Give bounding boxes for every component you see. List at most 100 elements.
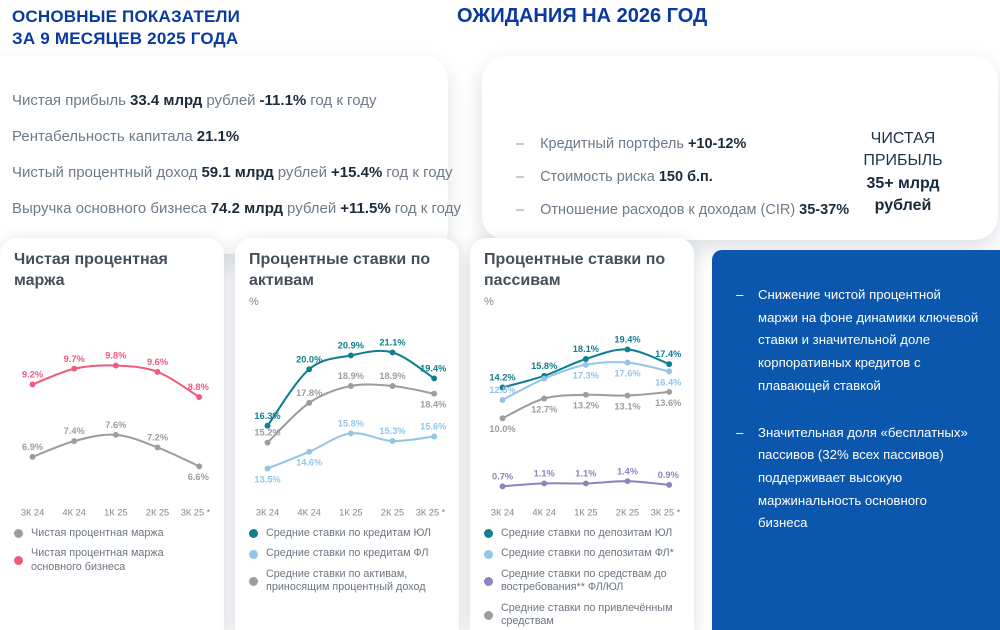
metric-tail: год к году xyxy=(386,164,453,181)
value-label: 9.8% xyxy=(105,351,126,361)
expectation-value: +10-12% xyxy=(687,136,747,152)
value-label: 1.4% xyxy=(617,466,638,476)
x-tick-label: 3К 25 * xyxy=(651,508,681,518)
expectation-label: Кредитный портфель xyxy=(540,136,684,152)
data-point xyxy=(582,391,589,398)
data-point xyxy=(347,352,354,359)
data-point xyxy=(499,483,506,490)
data-point xyxy=(306,448,313,455)
insight-text: Снижение чистой процентной маржи на фоне… xyxy=(758,287,979,393)
legend-label: Средние ставки по средствам до востребов… xyxy=(501,567,667,594)
legend-label: Средние ставки по кредитам ЮЛ xyxy=(266,526,432,539)
data-point xyxy=(431,390,438,397)
x-tick-label: 1К 25 xyxy=(339,508,362,518)
metric-delta: -11.1% xyxy=(259,92,307,109)
x-tick-label: 4К 24 xyxy=(62,508,85,518)
metric-label: Чистая прибыль xyxy=(12,92,126,109)
chart-svg: 16.3% 20.0% 20.9% 21.1% 19.4% 13.5% 14.6% 15.8%… xyxy=(254,337,446,518)
x-tick-label: 3К 25 * xyxy=(416,508,446,518)
value-label: 17.4% xyxy=(655,349,681,359)
legend-dot xyxy=(484,610,493,620)
value-label: 6.9% xyxy=(22,442,43,452)
legend-label: Чистая процентная маржа xyxy=(31,526,164,539)
data-point xyxy=(624,359,631,366)
expectation-value: 35-37% xyxy=(799,202,850,218)
data-point xyxy=(29,381,36,388)
value-label: 10.0% xyxy=(489,424,515,434)
chart-net-interest-margin: Чистая процентная маржа 6.9% 7.4% 7.6% 7.2%… xyxy=(0,238,224,630)
chart-legend: Чистая процентная маржа Чистая процентная… xyxy=(14,527,214,574)
metric-value: 74.2 млрд xyxy=(210,200,284,217)
value-label: 13.6% xyxy=(655,398,681,408)
data-point xyxy=(541,375,548,382)
data-point xyxy=(624,346,631,353)
data-point xyxy=(582,356,589,362)
series-line xyxy=(31,433,201,468)
legend-label: Чистая процентная маржа основного бизнес… xyxy=(31,547,164,573)
data-point xyxy=(624,392,631,399)
data-point xyxy=(196,394,203,400)
metric-net-profit: Чистая прибыль 33.4 млрд рублей -11.1% год к… xyxy=(12,92,465,109)
data-point xyxy=(666,361,673,368)
chart-title: Чистая процентная маржа xyxy=(14,251,168,289)
net-profit-word1: ЧИСТАЯ xyxy=(870,130,936,147)
expectations-title: ОЖИДАНИЯ НА 2026 ГОД xyxy=(457,5,708,27)
value-label: 15.2% xyxy=(254,428,280,438)
value-label: 6.6% xyxy=(188,472,209,482)
metric-unit: рублей xyxy=(277,164,327,181)
expectation-label: Отношение расходов к доходам (CIR) xyxy=(540,202,796,218)
kpi-metrics: Чистая прибыль 33.4 млрд рублей -11.1% год к… xyxy=(12,92,465,217)
value-label: 18.9% xyxy=(379,371,405,381)
legend-dot xyxy=(249,529,258,539)
data-point xyxy=(389,383,396,389)
value-label: 19.4% xyxy=(420,363,446,373)
data-point xyxy=(112,362,119,369)
value-label: 17.8% xyxy=(296,388,322,398)
dash-bullet: – xyxy=(516,136,525,152)
data-point xyxy=(431,375,438,382)
net-profit-unit: рублей xyxy=(874,197,932,215)
expectation-cir: – Отношение расходов к доходам (CIR) 35-37… xyxy=(516,202,849,218)
x-tick-label: 1К 25 xyxy=(104,508,127,518)
value-label: 17.3% xyxy=(573,371,599,381)
chart-svg: 14.2% 15.8% 18.1% 19.4% 17.4% 12.5% 17.3% 17.6%… xyxy=(489,334,681,518)
chart-unit-label: % xyxy=(249,296,259,308)
legend-item: Чистая процентная маржа основного бизнес… xyxy=(14,547,214,574)
legend-item: Средние ставки по привлечённым средствам xyxy=(484,602,684,629)
value-label: 16.4% xyxy=(655,377,681,387)
data-point xyxy=(196,463,203,470)
insight-text: Значительная доля «бесплатных» пассивов … xyxy=(758,424,968,531)
data-point xyxy=(499,397,506,403)
insight-margin-decline: – Снижение чистой процентной маржи на фо… xyxy=(736,284,980,398)
value-label: 13.1% xyxy=(614,401,640,411)
data-point xyxy=(71,365,78,372)
metric-unit: рублей xyxy=(287,200,337,217)
value-label: 20.0% xyxy=(296,354,322,364)
chart-title: Процентные ставки по активам xyxy=(249,251,431,289)
dash-bullet: – xyxy=(736,424,744,440)
series-line xyxy=(501,348,671,389)
chart-svg: 6.9% 7.4% 7.6% 7.2% 6.6% 9.2% 9.7% 9.8% 9.6% 8.8%… xyxy=(21,351,211,518)
value-label: 0.7% xyxy=(492,471,513,481)
metric-delta: +15.4% xyxy=(330,164,383,181)
value-label: 15.3% xyxy=(379,426,405,436)
value-label: 19.4% xyxy=(614,334,640,344)
legend-item: Средние ставки по депозитам ЮЛ xyxy=(484,527,684,540)
x-tick-label: 1К 25 xyxy=(574,508,597,518)
metric-value: 59.1 млрд xyxy=(201,164,274,181)
value-label: 8.8% xyxy=(188,382,209,392)
insights-panel: – Снижение чистой процентной маржи на фо… xyxy=(712,250,1000,630)
chart-unit-label: % xyxy=(484,296,494,308)
legend-item: Средние ставки по депозитам ФЛ* xyxy=(484,547,684,560)
value-label: 1.1% xyxy=(575,468,596,478)
data-point xyxy=(154,368,161,375)
value-label: 15.8% xyxy=(531,361,557,371)
x-tick-label: 4К 24 xyxy=(297,508,320,518)
data-point xyxy=(306,366,313,373)
value-label: 9.2% xyxy=(22,369,43,379)
x-tick-label: 2К 25 xyxy=(381,508,404,518)
data-point xyxy=(264,439,271,446)
value-label: 7.4% xyxy=(64,426,85,436)
kpi-title-line2: ЗА 9 МЕСЯЦЕВ 2025 ГОДА xyxy=(12,29,239,49)
